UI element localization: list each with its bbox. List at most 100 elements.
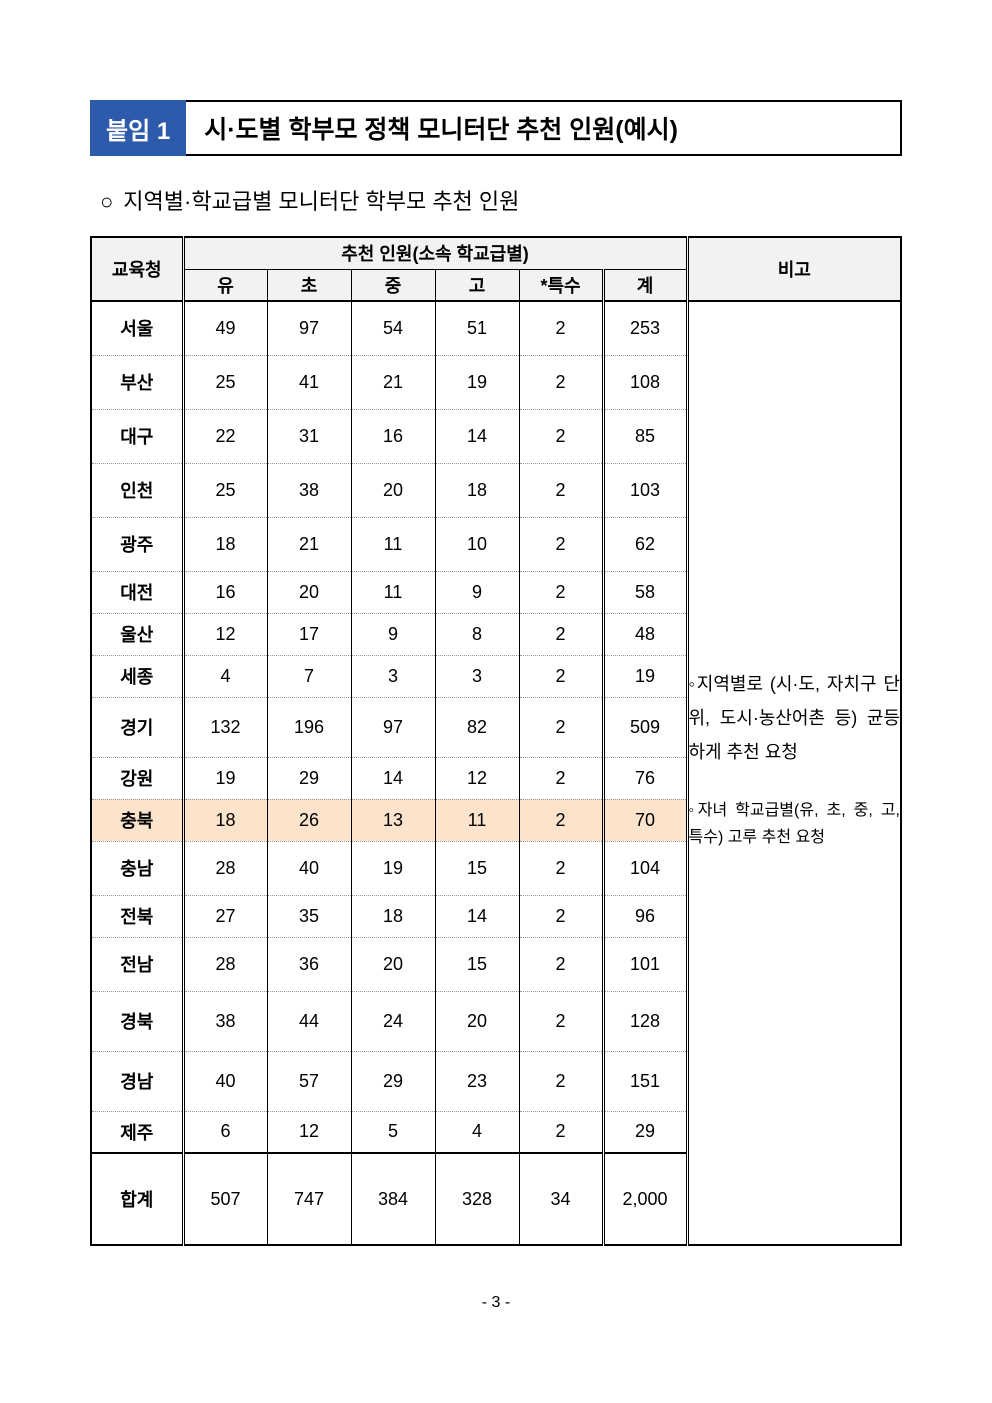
cell-value: 132 xyxy=(183,697,267,757)
cell-value: 40 xyxy=(267,841,351,895)
cell-value: 18 xyxy=(183,517,267,571)
cell-value: 7 xyxy=(267,655,351,697)
total-value: 34 xyxy=(519,1153,603,1245)
cell-value: 5 xyxy=(351,1111,435,1153)
th-sub-1: 초 xyxy=(267,269,351,301)
cell-value: 38 xyxy=(183,991,267,1051)
cell-value: 23 xyxy=(435,1051,519,1111)
cell-value: 16 xyxy=(351,409,435,463)
cell-value: 108 xyxy=(603,355,687,409)
cell-value: 25 xyxy=(183,355,267,409)
cell-value: 11 xyxy=(351,517,435,571)
th-group: 추천 인원(소속 학교급별) xyxy=(183,237,687,269)
total-value: 328 xyxy=(435,1153,519,1245)
cell-value: 14 xyxy=(351,757,435,799)
cell-value: 2 xyxy=(519,517,603,571)
cell-value: 26 xyxy=(267,799,351,841)
cell-value: 2 xyxy=(519,841,603,895)
total-value: 747 xyxy=(267,1153,351,1245)
cell-value: 15 xyxy=(435,937,519,991)
cell-value: 76 xyxy=(603,757,687,799)
cell-value: 12 xyxy=(267,1111,351,1153)
cell-value: 6 xyxy=(183,1111,267,1153)
cell-value: 22 xyxy=(183,409,267,463)
cell-value: 2 xyxy=(519,895,603,937)
cell-value: 36 xyxy=(267,937,351,991)
th-sub-0: 유 xyxy=(183,269,267,301)
cell-value: 51 xyxy=(435,301,519,355)
th-sub-5: 계 xyxy=(603,269,687,301)
total-value: 384 xyxy=(351,1153,435,1245)
cell-value: 48 xyxy=(603,613,687,655)
row-label: 대구 xyxy=(91,409,183,463)
cell-value: 11 xyxy=(351,571,435,613)
cell-value: 28 xyxy=(183,841,267,895)
cell-value: 44 xyxy=(267,991,351,1051)
cell-value: 41 xyxy=(267,355,351,409)
cell-value: 9 xyxy=(351,613,435,655)
cell-value: 2 xyxy=(519,463,603,517)
row-label: 경남 xyxy=(91,1051,183,1111)
th-note: 비고 xyxy=(687,237,901,301)
cell-value: 12 xyxy=(435,757,519,799)
cell-value: 16 xyxy=(183,571,267,613)
cell-value: 15 xyxy=(435,841,519,895)
cell-value: 2 xyxy=(519,937,603,991)
th-sub-4: *특수 xyxy=(519,269,603,301)
cell-value: 40 xyxy=(183,1051,267,1111)
cell-value: 85 xyxy=(603,409,687,463)
cell-value: 19 xyxy=(183,757,267,799)
cell-value: 58 xyxy=(603,571,687,613)
row-label: 충북 xyxy=(91,799,183,841)
note-2: ◦자녀 학교급별(유, 초, 중, 고, 특수) 고루 추천 요청 xyxy=(689,797,901,851)
cell-value: 509 xyxy=(603,697,687,757)
cell-value: 19 xyxy=(435,355,519,409)
attachment-badge: 붙임 1 xyxy=(90,100,186,156)
cell-value: 97 xyxy=(351,697,435,757)
row-label: 전북 xyxy=(91,895,183,937)
cell-value: 21 xyxy=(351,355,435,409)
cell-value: 38 xyxy=(267,463,351,517)
row-label: 광주 xyxy=(91,517,183,571)
row-label: 부산 xyxy=(91,355,183,409)
cell-value: 25 xyxy=(183,463,267,517)
cell-value: 62 xyxy=(603,517,687,571)
cell-value: 49 xyxy=(183,301,267,355)
row-label: 서울 xyxy=(91,301,183,355)
cell-value: 103 xyxy=(603,463,687,517)
cell-value: 8 xyxy=(435,613,519,655)
cell-value: 29 xyxy=(603,1111,687,1153)
cell-value: 35 xyxy=(267,895,351,937)
row-label: 세종 xyxy=(91,655,183,697)
cell-value: 29 xyxy=(267,757,351,799)
cell-value: 24 xyxy=(351,991,435,1051)
th-sub-3: 고 xyxy=(435,269,519,301)
row-label: 경북 xyxy=(91,991,183,1051)
cell-value: 2 xyxy=(519,301,603,355)
total-value: 2,000 xyxy=(603,1153,687,1245)
note-1: ◦지역별로 (시·도, 자치구 단위, 도시·농산어촌 등) 균등하게 추천 요… xyxy=(689,667,901,770)
notes-cell: ◦지역별로 (시·도, 자치구 단위, 도시·농산어촌 등) 균등하게 추천 요… xyxy=(687,301,901,1245)
cell-value: 128 xyxy=(603,991,687,1051)
cell-value: 20 xyxy=(351,463,435,517)
cell-value: 18 xyxy=(351,895,435,937)
th-edu: 교육청 xyxy=(91,237,183,301)
cell-value: 19 xyxy=(603,655,687,697)
th-sub-2: 중 xyxy=(351,269,435,301)
table-row: 서울499754512253◦지역별로 (시·도, 자치구 단위, 도시·농산어… xyxy=(91,301,901,355)
cell-value: 21 xyxy=(267,517,351,571)
row-label: 전남 xyxy=(91,937,183,991)
cell-value: 18 xyxy=(435,463,519,517)
cell-value: 18 xyxy=(183,799,267,841)
total-value: 507 xyxy=(183,1153,267,1245)
cell-value: 96 xyxy=(603,895,687,937)
cell-value: 97 xyxy=(267,301,351,355)
cell-value: 31 xyxy=(267,409,351,463)
cell-value: 27 xyxy=(183,895,267,937)
cell-value: 3 xyxy=(435,655,519,697)
cell-value: 2 xyxy=(519,409,603,463)
cell-value: 54 xyxy=(351,301,435,355)
cell-value: 2 xyxy=(519,697,603,757)
cell-value: 151 xyxy=(603,1051,687,1111)
cell-value: 2 xyxy=(519,799,603,841)
